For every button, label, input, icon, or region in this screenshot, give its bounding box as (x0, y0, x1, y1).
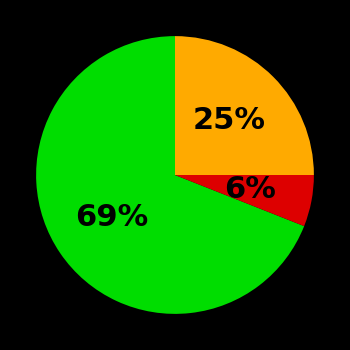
Wedge shape (36, 36, 304, 314)
Text: 25%: 25% (193, 106, 266, 135)
Text: 69%: 69% (75, 203, 148, 232)
Text: 6%: 6% (224, 175, 276, 204)
Wedge shape (175, 175, 314, 226)
Wedge shape (175, 36, 314, 175)
